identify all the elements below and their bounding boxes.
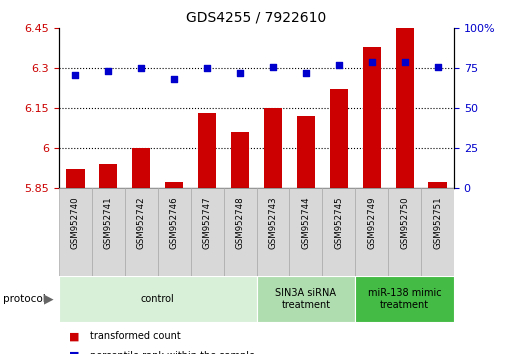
Text: GSM952750: GSM952750	[400, 196, 409, 249]
Point	[170, 76, 179, 82]
Text: GSM952742: GSM952742	[137, 196, 146, 249]
Text: ■: ■	[69, 351, 80, 354]
Text: SIN3A siRNA
treatment: SIN3A siRNA treatment	[275, 288, 337, 310]
Bar	[322, 188, 355, 276]
Text: transformed count: transformed count	[90, 331, 181, 341]
Point	[269, 64, 277, 69]
Bar	[59, 188, 92, 276]
Text: GSM952747: GSM952747	[203, 196, 212, 249]
Bar	[198, 113, 216, 188]
Text: GSM952746: GSM952746	[170, 196, 179, 249]
Point	[71, 72, 80, 78]
Text: GSM952749: GSM952749	[367, 196, 376, 249]
Point	[334, 62, 343, 68]
Bar	[191, 188, 224, 276]
Point	[433, 64, 442, 69]
Text: GSM952741: GSM952741	[104, 196, 113, 249]
Bar	[264, 108, 282, 188]
Text: control: control	[141, 294, 174, 304]
Bar	[330, 90, 348, 188]
Text: GSM952748: GSM952748	[235, 196, 245, 249]
Bar	[428, 182, 447, 188]
Bar	[297, 116, 315, 188]
Text: GSM952751: GSM952751	[433, 196, 442, 249]
Bar	[355, 188, 388, 276]
Point	[401, 59, 409, 65]
Bar	[132, 148, 150, 188]
Point	[203, 65, 211, 71]
Bar	[66, 169, 85, 188]
Text: GDS4255 / 7922610: GDS4255 / 7922610	[186, 11, 327, 25]
Bar	[59, 276, 256, 322]
Point	[104, 69, 112, 74]
Bar	[388, 188, 421, 276]
Bar	[92, 188, 125, 276]
Bar	[355, 276, 454, 322]
Bar	[125, 188, 158, 276]
Bar	[289, 188, 322, 276]
Text: miR-138 mimic
treatment: miR-138 mimic treatment	[368, 288, 442, 310]
Bar	[363, 47, 381, 188]
Bar	[256, 276, 355, 322]
Bar	[231, 132, 249, 188]
Text: ■: ■	[69, 331, 80, 341]
Text: percentile rank within the sample: percentile rank within the sample	[90, 351, 255, 354]
Point	[368, 59, 376, 65]
Text: protocol: protocol	[3, 294, 45, 304]
Bar	[421, 188, 454, 276]
Bar	[165, 182, 183, 188]
Point	[302, 70, 310, 76]
Bar	[100, 164, 117, 188]
Text: GSM952740: GSM952740	[71, 196, 80, 249]
Text: GSM952743: GSM952743	[268, 196, 278, 249]
Point	[137, 65, 145, 71]
Bar	[224, 188, 256, 276]
Bar	[396, 28, 413, 188]
Text: ▶: ▶	[44, 293, 53, 306]
Text: GSM952744: GSM952744	[301, 196, 310, 249]
Point	[236, 70, 244, 76]
Bar	[256, 188, 289, 276]
Bar	[158, 188, 191, 276]
Text: GSM952745: GSM952745	[334, 196, 343, 249]
